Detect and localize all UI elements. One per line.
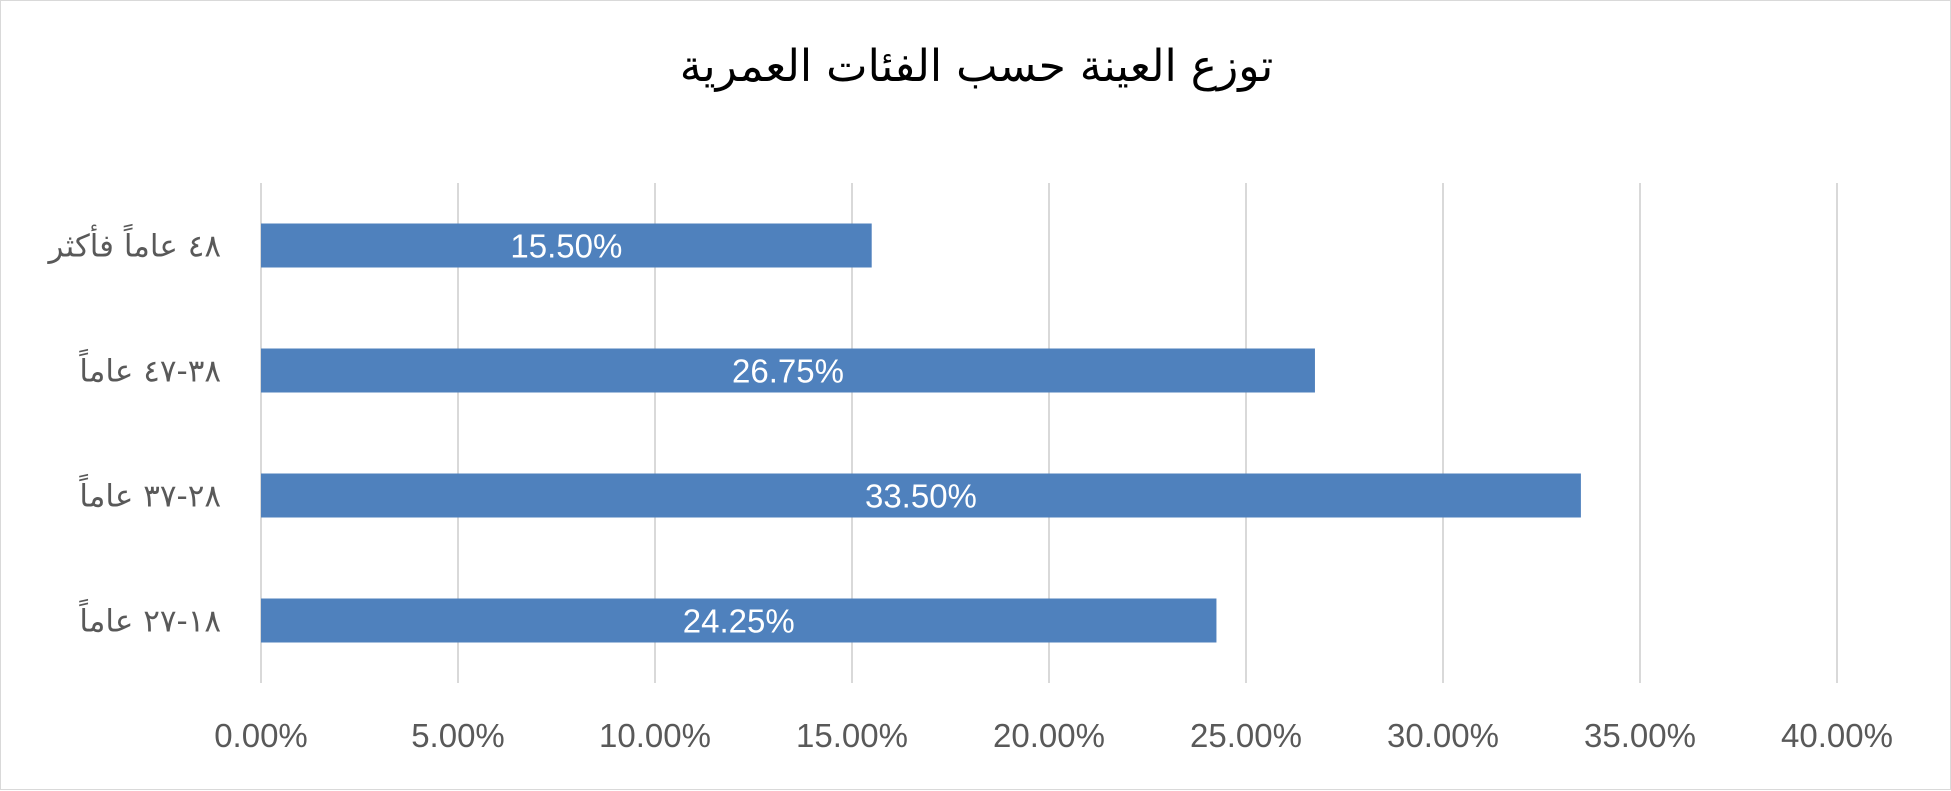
- x-tick-label: 20.00%: [993, 717, 1105, 754]
- category-label: ١٨-٢٧ عاماً: [79, 599, 221, 640]
- x-tick-label: 15.00%: [796, 717, 908, 754]
- x-tick-label: 35.00%: [1584, 717, 1696, 754]
- x-tick-label: 10.00%: [599, 717, 711, 754]
- x-tick-label: 40.00%: [1781, 717, 1893, 754]
- bar-data-label: 24.25%: [683, 603, 795, 640]
- bar: [261, 598, 1217, 643]
- x-tick-label: 0.00%: [214, 717, 308, 754]
- category-label: ٤٨ عاماً فأكثر: [47, 224, 222, 265]
- bar: [261, 348, 1315, 393]
- bar-data-label: 15.50%: [510, 228, 622, 265]
- x-axis-ticks: 0.00% 5.00% 10.00% 15.00% 20.00% 25.00% 30.00%…: [214, 717, 1893, 754]
- category-label: ٢٨-٣٧ عاماً: [79, 474, 221, 515]
- x-tick-label: 5.00%: [411, 717, 505, 754]
- bars: [261, 223, 1581, 643]
- data-labels: 15.50% 26.75% 33.50% 24.25%: [510, 228, 977, 640]
- bar: [261, 473, 1581, 518]
- bar-data-label: 33.50%: [865, 478, 977, 515]
- category-labels: ٤٨ عاماً فأكثر ٣٨-٤٧ عاماً ٢٨-٣٧ عاماً ١٨-٢…: [47, 224, 222, 640]
- bar: [261, 223, 872, 268]
- bar-data-label: 26.75%: [732, 353, 844, 390]
- chart-title: توزع العينة حسب الفئات العمرية: [679, 41, 1274, 92]
- x-tick-label: 30.00%: [1387, 717, 1499, 754]
- x-tick-label: 25.00%: [1190, 717, 1302, 754]
- category-label: ٣٨-٤٧ عاماً: [79, 349, 221, 390]
